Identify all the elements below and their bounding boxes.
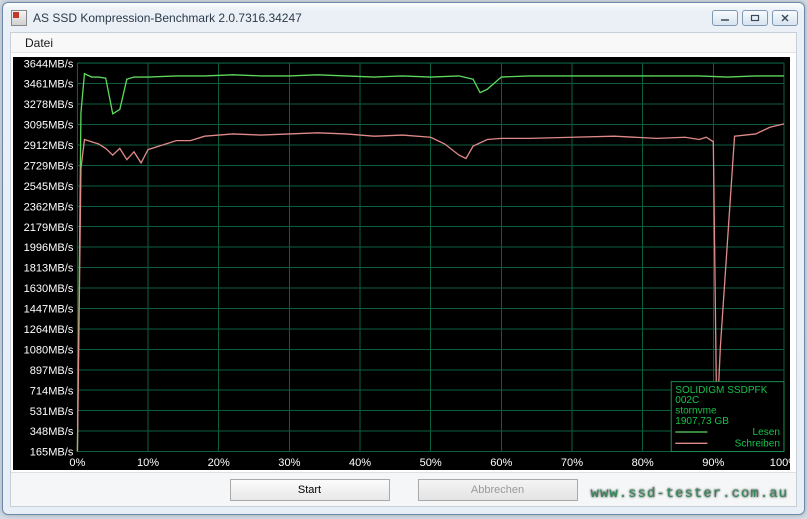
- menu-file[interactable]: Datei: [17, 34, 61, 52]
- app-icon: [11, 10, 27, 26]
- svg-text:3095MB/s: 3095MB/s: [24, 119, 74, 131]
- svg-text:Schreiben: Schreiben: [735, 438, 780, 449]
- svg-text:1080MB/s: 1080MB/s: [24, 344, 74, 356]
- client-area: Datei 165MB/s 348MB/s 531MB/s 714MB/s 897MB/…: [10, 32, 797, 507]
- window-buttons: [712, 10, 798, 26]
- svg-text:3278MB/s: 3278MB/s: [24, 99, 74, 111]
- svg-text:1907,73 GB: 1907,73 GB: [675, 416, 729, 427]
- svg-text:348MB/s: 348MB/s: [30, 426, 74, 438]
- close-button[interactable]: [772, 10, 798, 26]
- maximize-button[interactable]: [742, 10, 768, 26]
- svg-text:40%: 40%: [349, 457, 371, 469]
- svg-text:1996MB/s: 1996MB/s: [24, 242, 74, 254]
- chart-area: 165MB/s 348MB/s 531MB/s 714MB/s 897MB/s 1080M…: [11, 53, 796, 472]
- svg-text:10%: 10%: [137, 457, 159, 469]
- menubar: Datei: [11, 33, 796, 53]
- svg-text:60%: 60%: [490, 457, 512, 469]
- svg-text:20%: 20%: [208, 457, 230, 469]
- svg-text:Lesen: Lesen: [753, 427, 780, 438]
- svg-text:80%: 80%: [632, 457, 654, 469]
- svg-text:1447MB/s: 1447MB/s: [24, 303, 74, 315]
- svg-text:2179MB/s: 2179MB/s: [24, 222, 74, 234]
- svg-text:2912MB/s: 2912MB/s: [24, 140, 74, 152]
- svg-text:70%: 70%: [561, 457, 583, 469]
- svg-text:30%: 30%: [278, 457, 300, 469]
- svg-text:2729MB/s: 2729MB/s: [24, 160, 74, 172]
- svg-text:50%: 50%: [420, 457, 442, 469]
- minimize-button[interactable]: [712, 10, 738, 26]
- svg-text:2545MB/s: 2545MB/s: [24, 181, 74, 193]
- app-window: AS SSD Kompression-Benchmark 2.0.7316.34…: [2, 2, 805, 515]
- svg-text:3461MB/s: 3461MB/s: [24, 79, 74, 91]
- svg-text:2362MB/s: 2362MB/s: [24, 201, 74, 213]
- compression-chart: 165MB/s 348MB/s 531MB/s 714MB/s 897MB/s 1080M…: [13, 57, 790, 470]
- svg-text:0%: 0%: [69, 457, 85, 469]
- svg-text:3644MB/s: 3644MB/s: [24, 58, 74, 70]
- button-row: Start Abbrechen www.ssd-tester.com.au: [11, 472, 796, 506]
- window-title: AS SSD Kompression-Benchmark 2.0.7316.34…: [33, 11, 712, 25]
- start-button[interactable]: Start: [230, 479, 390, 501]
- svg-text:165MB/s: 165MB/s: [30, 447, 74, 459]
- svg-text:1264MB/s: 1264MB/s: [24, 324, 74, 336]
- watermark-text: www.ssd-tester.com.au: [591, 486, 788, 502]
- titlebar[interactable]: AS SSD Kompression-Benchmark 2.0.7316.34…: [3, 3, 804, 32]
- svg-text:1813MB/s: 1813MB/s: [24, 263, 74, 275]
- svg-text:531MB/s: 531MB/s: [30, 406, 74, 418]
- svg-text:714MB/s: 714MB/s: [30, 385, 74, 397]
- svg-text:897MB/s: 897MB/s: [30, 365, 74, 377]
- abort-button: Abbrechen: [418, 479, 578, 501]
- svg-text:1630MB/s: 1630MB/s: [24, 283, 74, 295]
- svg-text:90%: 90%: [702, 457, 724, 469]
- svg-text:100%: 100%: [770, 457, 790, 469]
